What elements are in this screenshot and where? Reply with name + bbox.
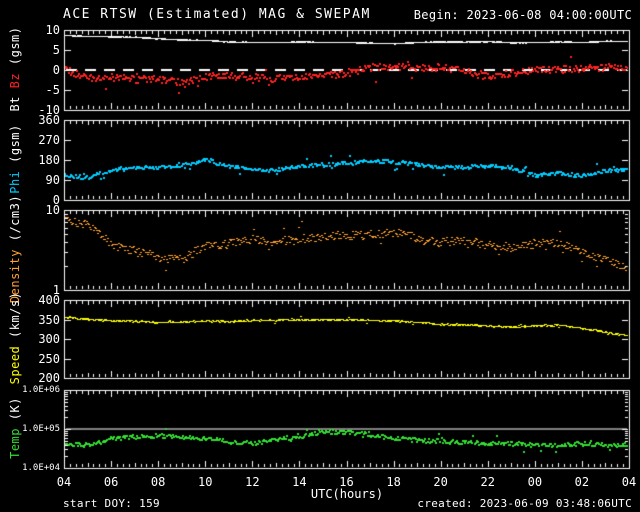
y-tick-label: -10 <box>38 103 60 117</box>
x-tick-label: 00 <box>527 475 543 489</box>
y-tick-label: 200 <box>38 371 60 385</box>
x-tick-label: 04 <box>56 475 72 489</box>
x-tick-label: 18 <box>386 475 401 489</box>
y-tick-label: 270 <box>38 133 60 147</box>
x-tick-label: 04 <box>621 475 637 489</box>
x-tick-label: 14 <box>292 475 307 489</box>
y-tick-label: 10 <box>45 203 60 217</box>
x-tick-label: 16 <box>339 475 354 489</box>
created-timestamp: created: 2023-06-09 03:48:06UTC <box>417 497 632 510</box>
y-tick-label: 400 <box>38 293 60 307</box>
y-tick-label: 350 <box>38 312 60 327</box>
y-tick-label: 300 <box>38 332 60 346</box>
x-tick-label: 08 <box>150 475 166 489</box>
x-tick-label: 20 <box>433 475 448 489</box>
plot-title: ACE RTSW (Estimated) MAG & SWEPAM <box>63 7 371 22</box>
x-tick-label: 02 <box>574 475 590 489</box>
y-tick-label: 1.0E+05 <box>22 424 60 434</box>
y-tick-label: 0 <box>52 193 60 207</box>
y-tick-label: 1.0E+06 <box>22 385 60 395</box>
y-tick-label: 0 <box>52 63 60 77</box>
y-tick-label: 5 <box>52 43 60 57</box>
x-tick-label: 06 <box>103 475 119 489</box>
y-tick-label: 360 <box>38 113 60 127</box>
y-tick-label: 1 <box>52 283 60 297</box>
x-axis-label: UTC(hours) <box>310 487 384 501</box>
y-tick-label: -5 <box>45 83 60 97</box>
y-tick-label: 250 <box>38 351 60 366</box>
begin-timestamp: Begin: 2023-06-08 04:00:00UTC <box>413 8 632 22</box>
start-doy-label: start DOY: 159 <box>63 497 160 510</box>
y-tick-label: 180 <box>38 153 60 167</box>
y-tick-label: 1.0E+04 <box>22 463 60 473</box>
y-tick-label: 90 <box>45 173 60 187</box>
x-tick-label: 10 <box>198 475 213 489</box>
x-tick-label: 12 <box>245 475 260 489</box>
y-tick-label: 10 <box>45 23 60 37</box>
x-tick-label: 22 <box>480 475 495 489</box>
